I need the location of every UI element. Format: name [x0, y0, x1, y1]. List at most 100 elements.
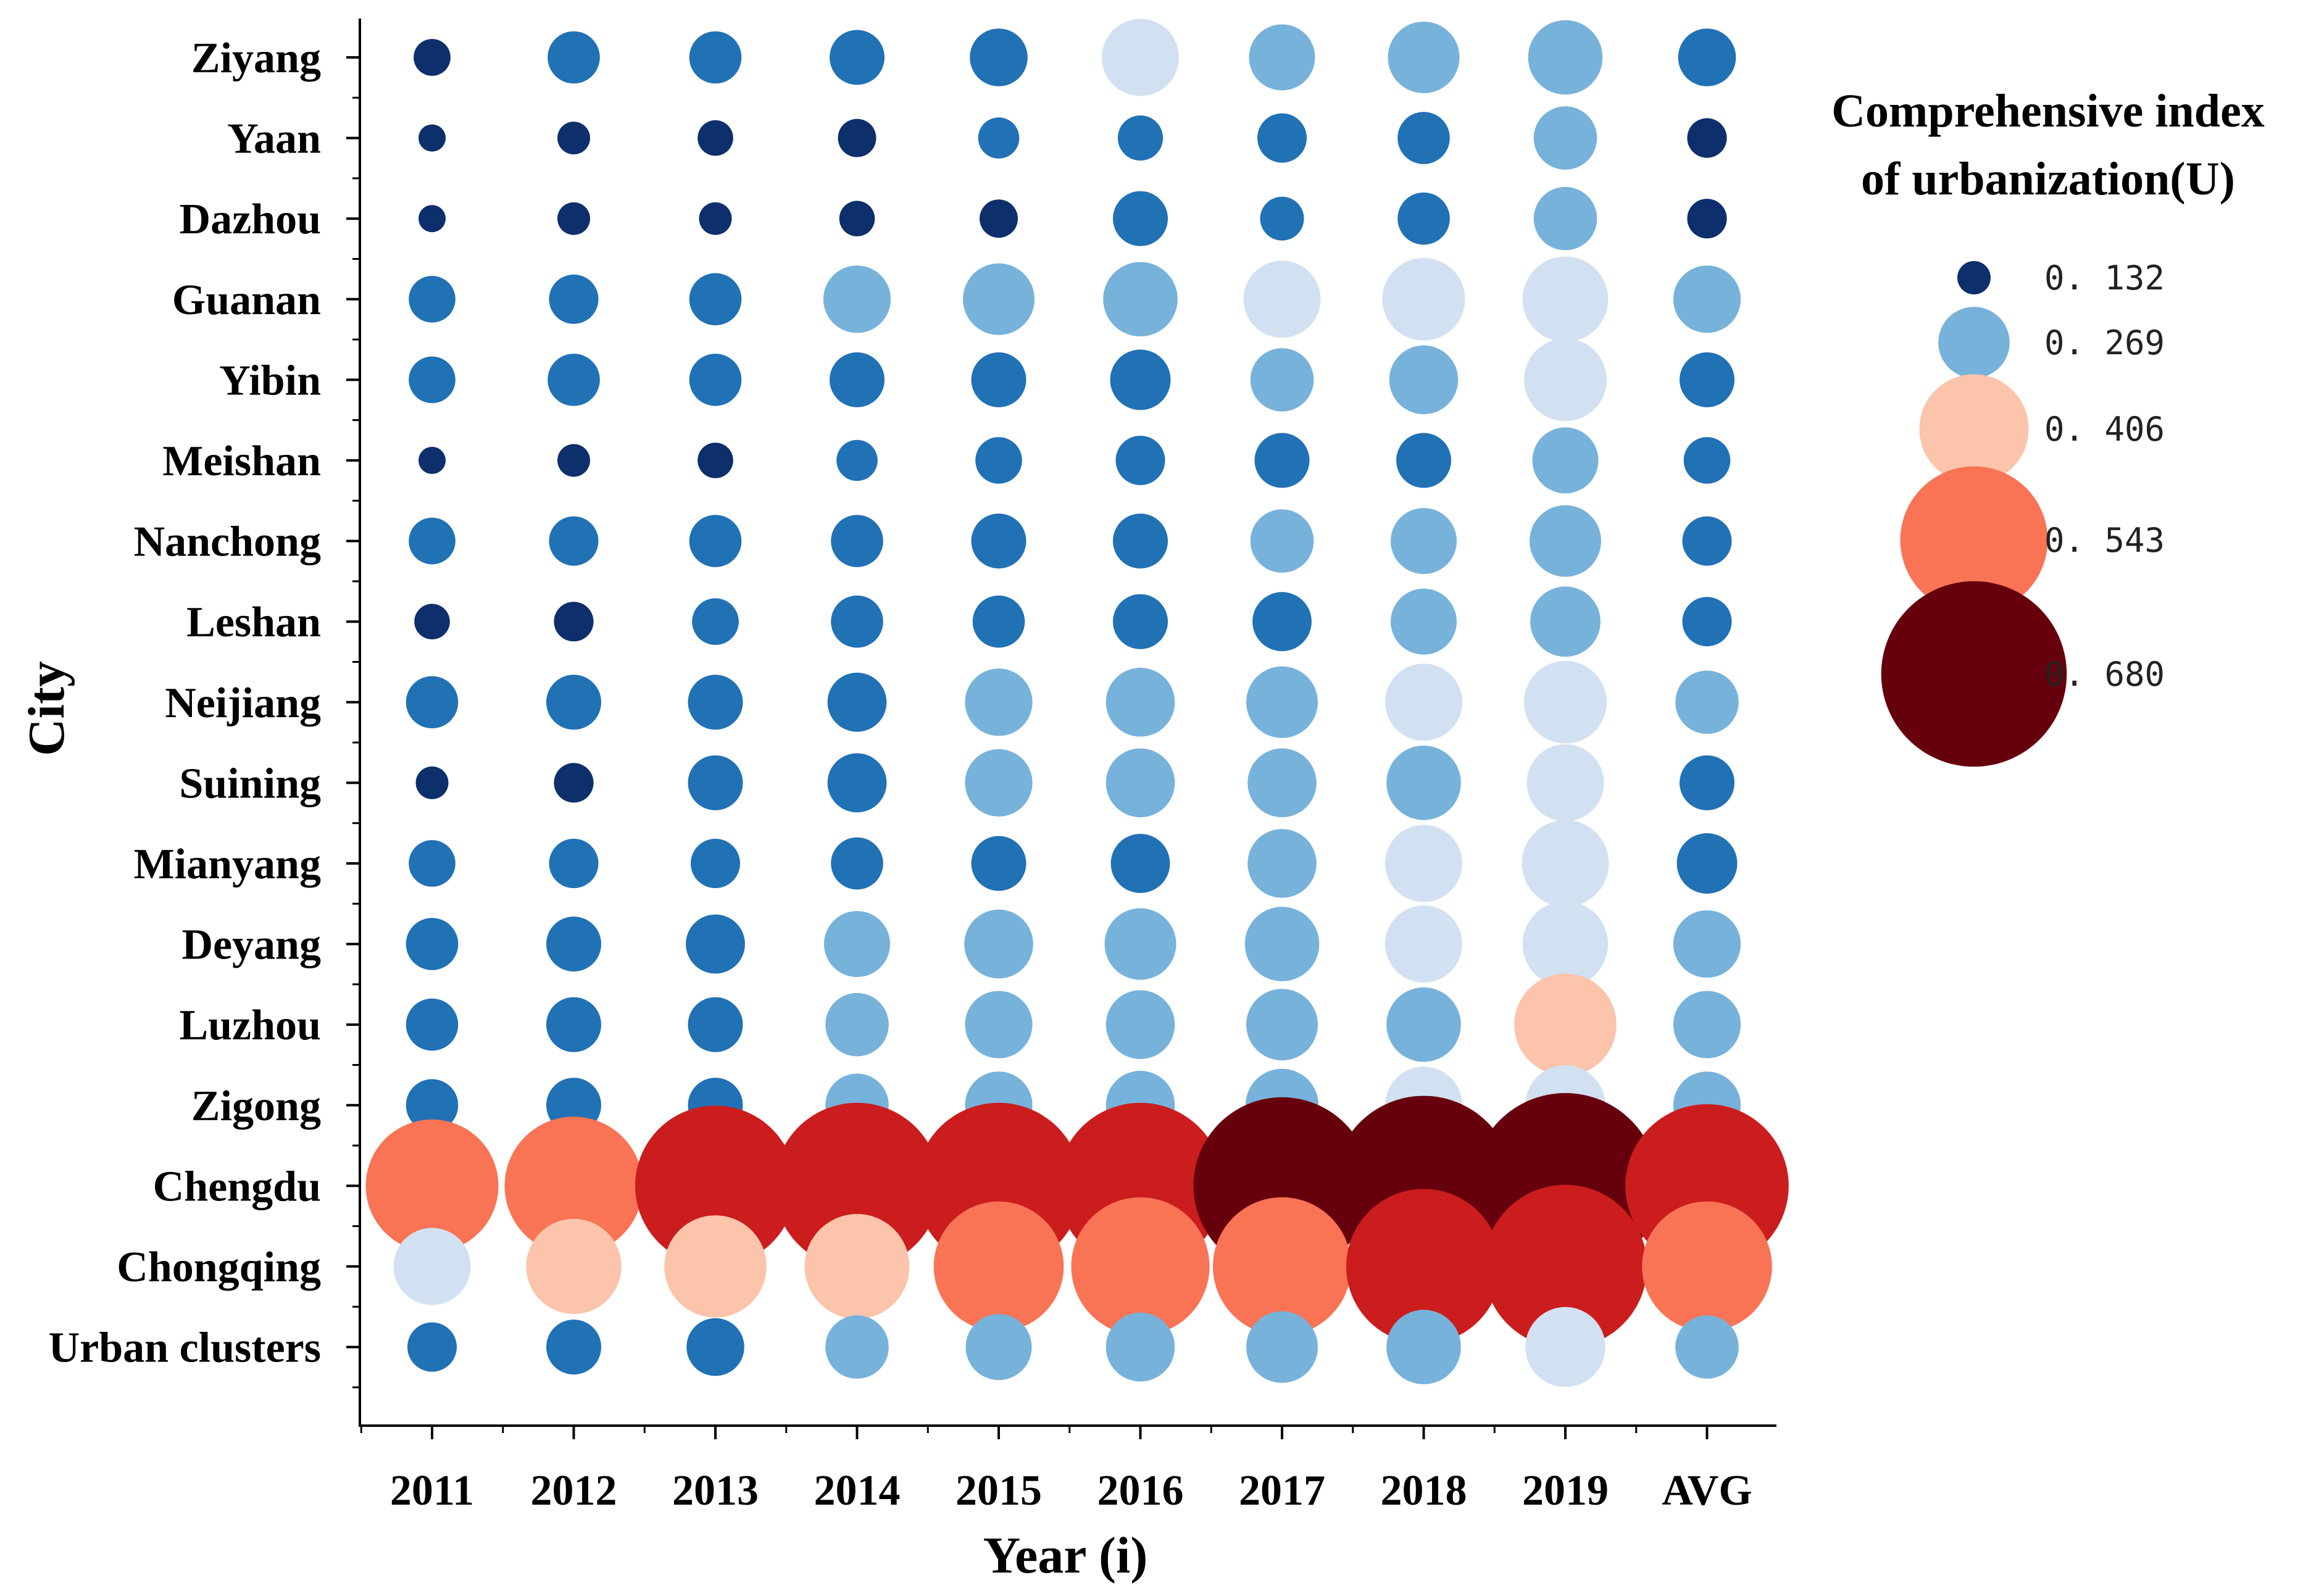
bubble	[1532, 427, 1599, 494]
bubble	[1522, 820, 1609, 907]
bubble	[1386, 1310, 1461, 1384]
bubble	[692, 598, 739, 645]
bubble	[549, 516, 599, 566]
bubble	[686, 914, 745, 974]
bubble	[1246, 1311, 1318, 1383]
bubble	[831, 515, 883, 567]
bubble	[1113, 191, 1168, 246]
axes	[346, 19, 1776, 1439]
bubble	[965, 668, 1033, 736]
y-tick-label: Meishan	[162, 438, 321, 485]
bubble	[1386, 746, 1461, 820]
bubble	[774, 1102, 940, 1269]
bubble-layer	[365, 19, 1789, 1387]
bubble	[1530, 505, 1601, 577]
bubble	[1386, 987, 1461, 1062]
bubble	[691, 839, 740, 888]
y-tick-label: Dazhou	[180, 196, 321, 243]
x-tick-label: 2018	[1381, 1467, 1467, 1515]
bubble	[688, 997, 743, 1052]
bubble	[1391, 588, 1457, 655]
bubble	[409, 356, 456, 404]
bubble	[1385, 663, 1462, 741]
bubble	[1391, 508, 1457, 575]
bubble	[1250, 509, 1314, 573]
y-tick-label: Nanchong	[134, 518, 321, 566]
bubble	[1250, 348, 1314, 412]
bubble	[1246, 989, 1318, 1061]
bubble	[1522, 901, 1609, 987]
bubble	[1113, 513, 1168, 569]
bubble	[1533, 186, 1597, 251]
bubble	[1687, 118, 1727, 158]
bubble	[972, 595, 1025, 648]
bubble	[418, 447, 446, 474]
bubble	[1110, 349, 1171, 410]
bubble	[965, 749, 1033, 817]
bubble	[554, 763, 594, 803]
x-tick-label: 2011	[390, 1467, 474, 1515]
bubble	[1673, 991, 1741, 1058]
y-tick-label: Leshan	[186, 599, 321, 646]
x-tick-label: 2017	[1239, 1467, 1325, 1515]
bubble	[689, 273, 742, 326]
bubble	[1385, 905, 1462, 983]
y-tick-label: Chengdu	[153, 1163, 321, 1210]
bubble	[1525, 1307, 1605, 1387]
bubble	[1676, 833, 1738, 894]
legend-swatch	[1938, 307, 2010, 378]
bubble	[549, 274, 599, 324]
bubble	[557, 444, 590, 477]
x-tick-label: 2019	[1522, 1467, 1609, 1515]
bubble	[688, 755, 743, 810]
bubble	[557, 122, 590, 155]
bubble	[1675, 670, 1739, 734]
y-tick-label: Guanan	[172, 276, 321, 324]
bubble	[830, 352, 885, 407]
bubble	[365, 1119, 499, 1252]
bubble	[1115, 436, 1165, 485]
bubble	[686, 1318, 744, 1376]
bubble	[1642, 1201, 1772, 1332]
bubble	[418, 205, 446, 233]
bubble	[548, 31, 600, 84]
bubble	[827, 672, 887, 732]
bubble	[964, 909, 1033, 979]
legend-label: 0. 406	[2044, 410, 2165, 449]
bubble	[971, 836, 1026, 891]
bubble	[697, 120, 733, 156]
bubble	[831, 837, 883, 890]
legend-title-line-2: of urbanization(U)	[1861, 153, 2235, 205]
x-tick-labels: 2011 2012 2013 2014 2015 2016 2017 2018 2019 AVG	[390, 1467, 1752, 1515]
bubble	[1346, 1189, 1501, 1344]
bubble	[409, 276, 456, 323]
bubble	[1071, 1197, 1210, 1336]
bubble	[830, 30, 885, 85]
bubble	[1254, 433, 1310, 488]
bubble	[1673, 265, 1741, 333]
y-tick-label: Mianyang	[134, 841, 321, 888]
bubble	[1682, 597, 1732, 647]
bubble	[1246, 666, 1318, 738]
bubble	[978, 117, 1020, 159]
bubble	[1397, 112, 1450, 164]
bubble	[1385, 825, 1462, 902]
bubble	[697, 443, 733, 478]
bubble	[635, 1105, 796, 1266]
bubble	[838, 118, 877, 157]
bubble	[557, 202, 590, 235]
bubble	[1483, 1184, 1647, 1349]
bubble	[1106, 748, 1175, 818]
bubble	[971, 352, 1026, 407]
bubble	[393, 1228, 471, 1305]
bubble	[1514, 973, 1617, 1076]
bubble	[1683, 437, 1731, 484]
bubble	[414, 39, 451, 76]
bubble	[1680, 352, 1734, 407]
bubble	[418, 124, 446, 152]
bubble	[824, 911, 890, 978]
bubble	[839, 201, 875, 237]
bubble	[1103, 262, 1178, 337]
bubble	[831, 595, 883, 648]
